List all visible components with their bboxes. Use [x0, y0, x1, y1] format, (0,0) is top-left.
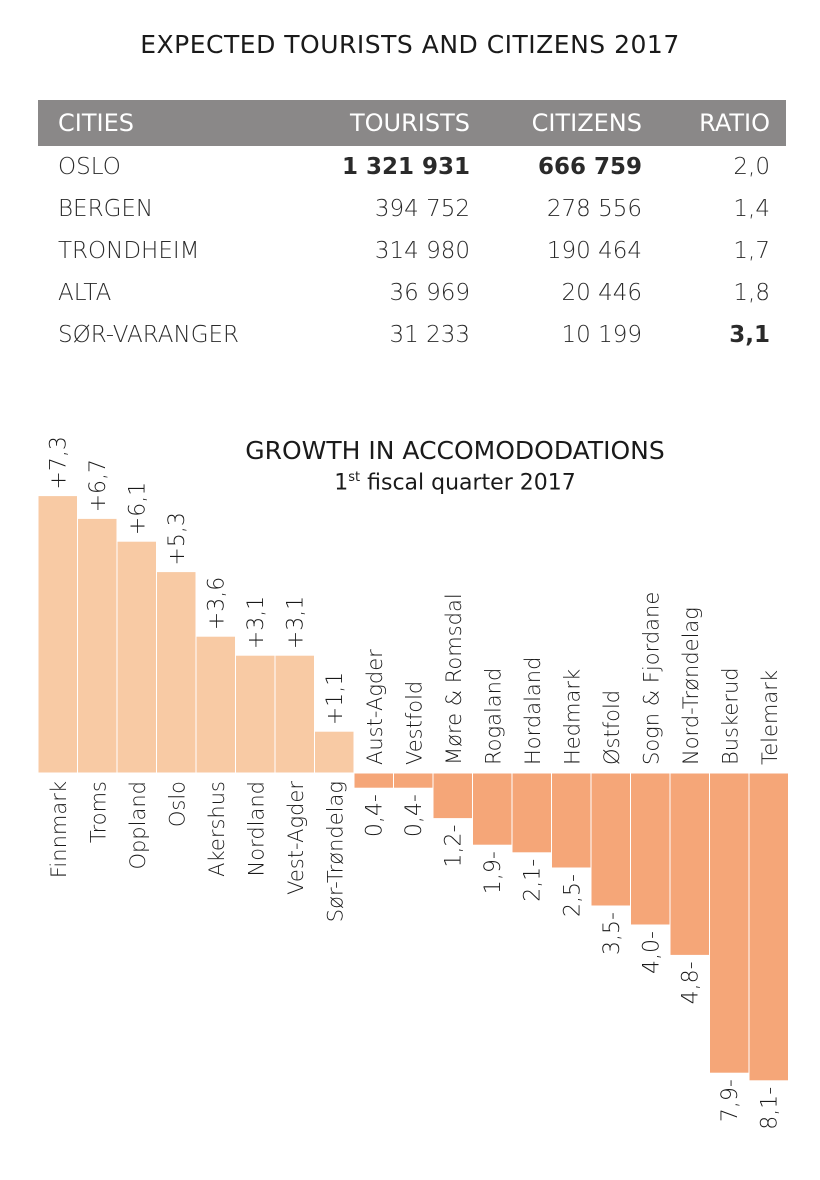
chart-title: GROWTH IN ACCOMODODATIONS — [245, 436, 665, 465]
category-label: Troms — [86, 781, 110, 843]
cell-city: OSLO — [58, 154, 121, 180]
value-label: 0,4- — [402, 794, 427, 837]
value-label: +3,1 — [244, 596, 269, 649]
cell-city: ALTA — [58, 280, 112, 306]
bar-nordland — [235, 654, 276, 774]
chart-subtitle: 1st fiscal quarter 2017 — [130, 470, 780, 495]
value-label: +3,6 — [205, 577, 230, 630]
table-header-row: CITIES TOURISTS CITIZENS RATIO — [38, 100, 786, 146]
category-label: Telemark — [758, 670, 782, 765]
category-label: Møre & Romsdal — [442, 593, 466, 765]
bar-buskerud — [709, 772, 750, 1074]
bar-akershus — [195, 635, 236, 774]
header-cities: CITIES — [38, 100, 308, 146]
table-row: TRONDHEIM 314 980 190 464 1,7 — [38, 230, 786, 272]
category-label: Finnmark — [47, 781, 71, 878]
bar-telemark — [748, 772, 789, 1082]
value-label: 0,4- — [363, 794, 388, 837]
value-label: +7,3 — [47, 436, 72, 489]
table-row: ALTA 36 969 20 446 1,8 — [38, 272, 786, 314]
cell-tourists: 31 233 — [389, 322, 470, 348]
cell-citizens: 20 446 — [561, 280, 642, 306]
bar-troms — [77, 517, 118, 774]
value-label: 7,9- — [718, 1079, 743, 1122]
tourists-citizens-table: CITIES TOURISTS CITIZENS RATIO OSLO 1 321… — [38, 100, 786, 356]
category-label: Vest-Agder — [284, 781, 308, 895]
category-label: Buskerud — [718, 667, 742, 765]
category-label: Sogn & Fjordane — [639, 592, 663, 765]
value-label: +6,1 — [126, 482, 151, 535]
subtitle-prefix: 1 — [334, 470, 349, 496]
subtitle-sup: st — [348, 470, 361, 485]
bar-oslo — [156, 571, 197, 774]
table-row: BERGEN 394 752 278 556 1,4 — [38, 188, 786, 230]
category-label: Oslo — [165, 781, 189, 827]
header-citizens: CITIZENS — [470, 100, 642, 146]
category-label: Rogaland — [481, 668, 505, 765]
subtitle-suffix: fiscal quarter 2017 — [360, 470, 576, 496]
bar-vestfold — [393, 772, 434, 789]
cell-tourists: 394 752 — [374, 196, 470, 222]
value-label: +3,1 — [284, 596, 309, 649]
category-label: Hedmark — [560, 669, 584, 765]
category-label: Sør-Trøndelag — [323, 781, 347, 922]
value-label: 1,9- — [481, 851, 506, 894]
cell-ratio: 3,1 — [729, 322, 770, 348]
value-label: 2,5- — [560, 874, 585, 917]
category-label: Aust-Agder — [363, 649, 387, 765]
category-label: Vestfold — [402, 681, 426, 765]
bar-finnmark — [37, 495, 78, 774]
cell-city: SØR-VARANGER — [58, 322, 240, 348]
cell-city: TRONDHEIM — [58, 238, 200, 264]
bar-s-r-tr-ndelag — [314, 730, 355, 774]
cell-ratio: 1,8 — [733, 280, 770, 306]
category-label: Akershus — [205, 781, 229, 877]
value-label: 2,1- — [521, 859, 546, 902]
category-label: Østfold — [600, 690, 624, 765]
value-label: 3,5- — [600, 912, 625, 955]
bar-aust-agder — [353, 772, 394, 789]
bar-oppland — [116, 540, 157, 774]
bar-rogaland — [472, 772, 513, 846]
cell-citizens: 278 556 — [546, 196, 642, 222]
bar-vest-agder — [274, 654, 315, 774]
category-label: Oppland — [126, 781, 150, 870]
value-label: +5,3 — [165, 512, 190, 565]
cell-citizens: 666 759 — [537, 154, 642, 180]
value-label: +1,1 — [323, 672, 348, 725]
value-label: 8,1- — [758, 1087, 783, 1130]
value-label: 4,8- — [679, 961, 704, 1004]
bar-sogn-fjordane — [630, 772, 671, 926]
category-label: Nordland — [244, 781, 268, 877]
bar-m-re-romsdal — [432, 772, 473, 820]
category-label: Hordaland — [521, 657, 545, 765]
header-ratio: RATIO — [642, 100, 786, 146]
table-row: OSLO 1 321 931 666 759 2,0 — [38, 146, 786, 188]
cell-ratio: 2,0 — [733, 154, 770, 180]
table-row: SØR-VARANGER 31 233 10 199 3,1 — [38, 314, 786, 356]
cell-tourists: 314 980 — [374, 238, 470, 264]
category-label: Nord-Trøndelag — [679, 607, 703, 765]
bar-hedmark — [551, 772, 592, 869]
cell-citizens: 190 464 — [546, 238, 642, 264]
cell-tourists: 36 969 — [389, 280, 470, 306]
cell-ratio: 1,4 — [733, 196, 770, 222]
bar-hordaland — [511, 772, 552, 854]
header-tourists: TOURISTS — [308, 100, 470, 146]
cell-tourists: 1 321 931 — [341, 154, 470, 180]
value-label: 1,2- — [442, 825, 467, 868]
value-label: +6,7 — [86, 459, 111, 512]
cell-citizens: 10 199 — [561, 322, 642, 348]
bar--stfold — [590, 772, 631, 907]
cell-ratio: 1,7 — [733, 238, 770, 264]
bar-nord-tr-ndelag — [669, 772, 710, 956]
cell-city: BERGEN — [58, 196, 154, 222]
table-title: EXPECTED TOURISTS AND CITIZENS 2017 — [140, 30, 680, 59]
value-label: 4,0- — [639, 931, 664, 974]
